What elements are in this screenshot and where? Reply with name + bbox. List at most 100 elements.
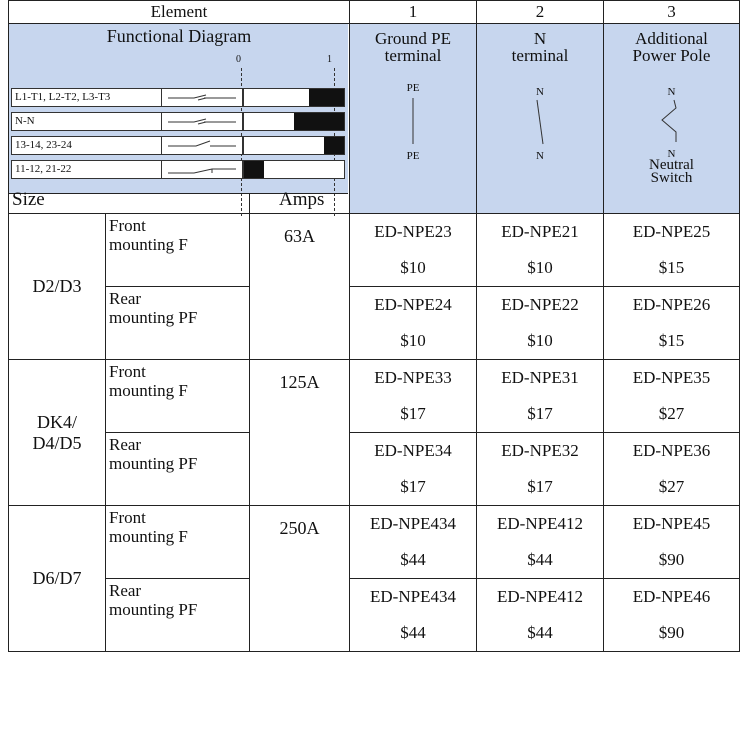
n-line-icon	[536, 99, 544, 145]
tick-zero: 0	[236, 54, 241, 65]
diagram-row-bar	[243, 112, 345, 131]
mount-line2: mounting PF	[109, 308, 198, 327]
product-price: $15	[603, 250, 740, 287]
mount-line1: Rear	[109, 581, 142, 600]
product-code: ED-NPE24	[349, 286, 477, 323]
column-subtitle: Power Pole	[632, 46, 711, 65]
product-code: ED-NPE35	[603, 359, 740, 396]
product-code: ED-NPE22	[476, 286, 604, 323]
contact-symbol-icon	[161, 136, 243, 155]
mount-line2: mounting F	[109, 381, 188, 400]
product-code: ED-NPE46	[603, 578, 740, 615]
diagram-row-label: 11-12, 21-22	[11, 160, 162, 179]
product-price: $17	[476, 396, 604, 433]
size-line2: D4/D5	[32, 432, 82, 453]
neutral-switch-icon	[661, 99, 677, 142]
product-price: $10	[476, 323, 604, 360]
column-header-ground-pe: Ground PE terminal PE PE	[349, 23, 477, 214]
diagram-title: Functional Diagram	[106, 26, 252, 46]
product-price: $90	[603, 615, 740, 652]
mount-type: Rear mounting PF	[105, 432, 250, 506]
amps-cell: 250A	[249, 505, 350, 652]
product-price: $10	[349, 250, 477, 287]
product-price: $15	[603, 323, 740, 360]
product-code: ED-NPE26	[603, 286, 740, 323]
diagram-row-bar	[243, 88, 345, 107]
column-title: Additional	[635, 29, 708, 48]
contact-symbol-icon	[161, 112, 243, 131]
diagram-row-label: 13-14, 23-24	[11, 136, 162, 155]
mount-line1: Front	[109, 216, 146, 235]
product-price: $17	[349, 396, 477, 433]
neutral-switch-symbol: N N Neutral Switch	[604, 64, 739, 186]
mount-line2: mounting PF	[109, 600, 198, 619]
contact-symbol-icon	[161, 160, 243, 179]
amps-cell: 63A	[249, 213, 350, 360]
amps-divider	[249, 193, 250, 213]
product-price: $90	[603, 542, 740, 579]
size-label: Size	[12, 189, 45, 210]
column-subtitle: terminal	[384, 46, 442, 65]
amps-label: Amps	[279, 189, 325, 210]
mount-line2: mounting F	[109, 235, 188, 254]
size-cell: DK4/ D4/D5	[8, 359, 106, 506]
product-price: $44	[476, 615, 604, 652]
pe-line-icon	[412, 98, 414, 144]
product-code: ED-NPE36	[603, 432, 740, 469]
diagram-row-label: N-N	[11, 112, 162, 131]
product-price: $17	[476, 469, 604, 506]
product-code: ED-NPE434	[349, 505, 477, 542]
neutral-note: Neutral	[649, 157, 694, 173]
mount-line1: Front	[109, 508, 146, 527]
product-code: ED-NPE21	[476, 213, 604, 250]
size-cell: D2/D3	[8, 213, 106, 360]
column-subtitle: terminal	[511, 46, 569, 65]
product-code: ED-NPE33	[349, 359, 477, 396]
column-number-2: 2	[476, 0, 604, 24]
diagram-row-label: L1-T1, L2-T2, L3-T3	[11, 88, 162, 107]
product-code: ED-NPE412	[476, 505, 604, 542]
mount-line1: Rear	[109, 289, 142, 308]
mount-type: Front mounting F	[105, 505, 250, 579]
tick-one: 1	[327, 54, 332, 65]
bar-fill	[309, 89, 344, 106]
symbol-bottom-label: PE	[406, 150, 420, 162]
n-symbol: N N	[477, 64, 603, 174]
switch-note: Switch	[650, 170, 693, 186]
product-price: $44	[349, 542, 477, 579]
diagram-row-bar	[243, 136, 345, 155]
mount-line2: mounting F	[109, 527, 188, 546]
column-header-additional-pole: Additional Power Pole N N Neutral Switch	[603, 23, 740, 214]
product-code: ED-NPE32	[476, 432, 604, 469]
amps-cell: 125A	[249, 359, 350, 506]
mount-type: Rear mounting PF	[105, 578, 250, 652]
element-header: Element	[8, 0, 350, 24]
product-code: ED-NPE412	[476, 578, 604, 615]
product-code: ED-NPE45	[603, 505, 740, 542]
product-price: $27	[603, 469, 740, 506]
product-price: $44	[476, 542, 604, 579]
product-code: ED-NPE23	[349, 213, 477, 250]
size-cell: D6/D7	[8, 505, 106, 652]
product-price: $10	[349, 323, 477, 360]
mount-line1: Front	[109, 362, 146, 381]
product-code: ED-NPE34	[349, 432, 477, 469]
bar-fill	[324, 137, 344, 154]
product-price: $44	[349, 615, 477, 652]
column-number-1: 1	[349, 0, 477, 24]
product-table-wrapper: Element 1 2 3 Functional Diagram 0 1 L1-…	[8, 0, 740, 735]
bar-fill	[244, 161, 264, 178]
column-title: N	[533, 29, 547, 48]
product-table: Element 1 2 3 Functional Diagram 0 1 L1-…	[8, 0, 740, 652]
contact-symbol-icon	[161, 88, 243, 107]
column-header-n-terminal: N terminal N N	[476, 23, 604, 214]
symbol-top-label: N	[536, 86, 544, 98]
product-code: ED-NPE434	[349, 578, 477, 615]
column-title: Ground PE	[374, 29, 452, 48]
diagram-row-bar	[243, 160, 345, 179]
column-number-3: 3	[603, 0, 740, 24]
pe-symbol: PE PE	[350, 64, 476, 174]
diagram-divider	[9, 193, 348, 194]
symbol-top-label: PE	[406, 82, 420, 94]
product-price: $27	[603, 396, 740, 433]
